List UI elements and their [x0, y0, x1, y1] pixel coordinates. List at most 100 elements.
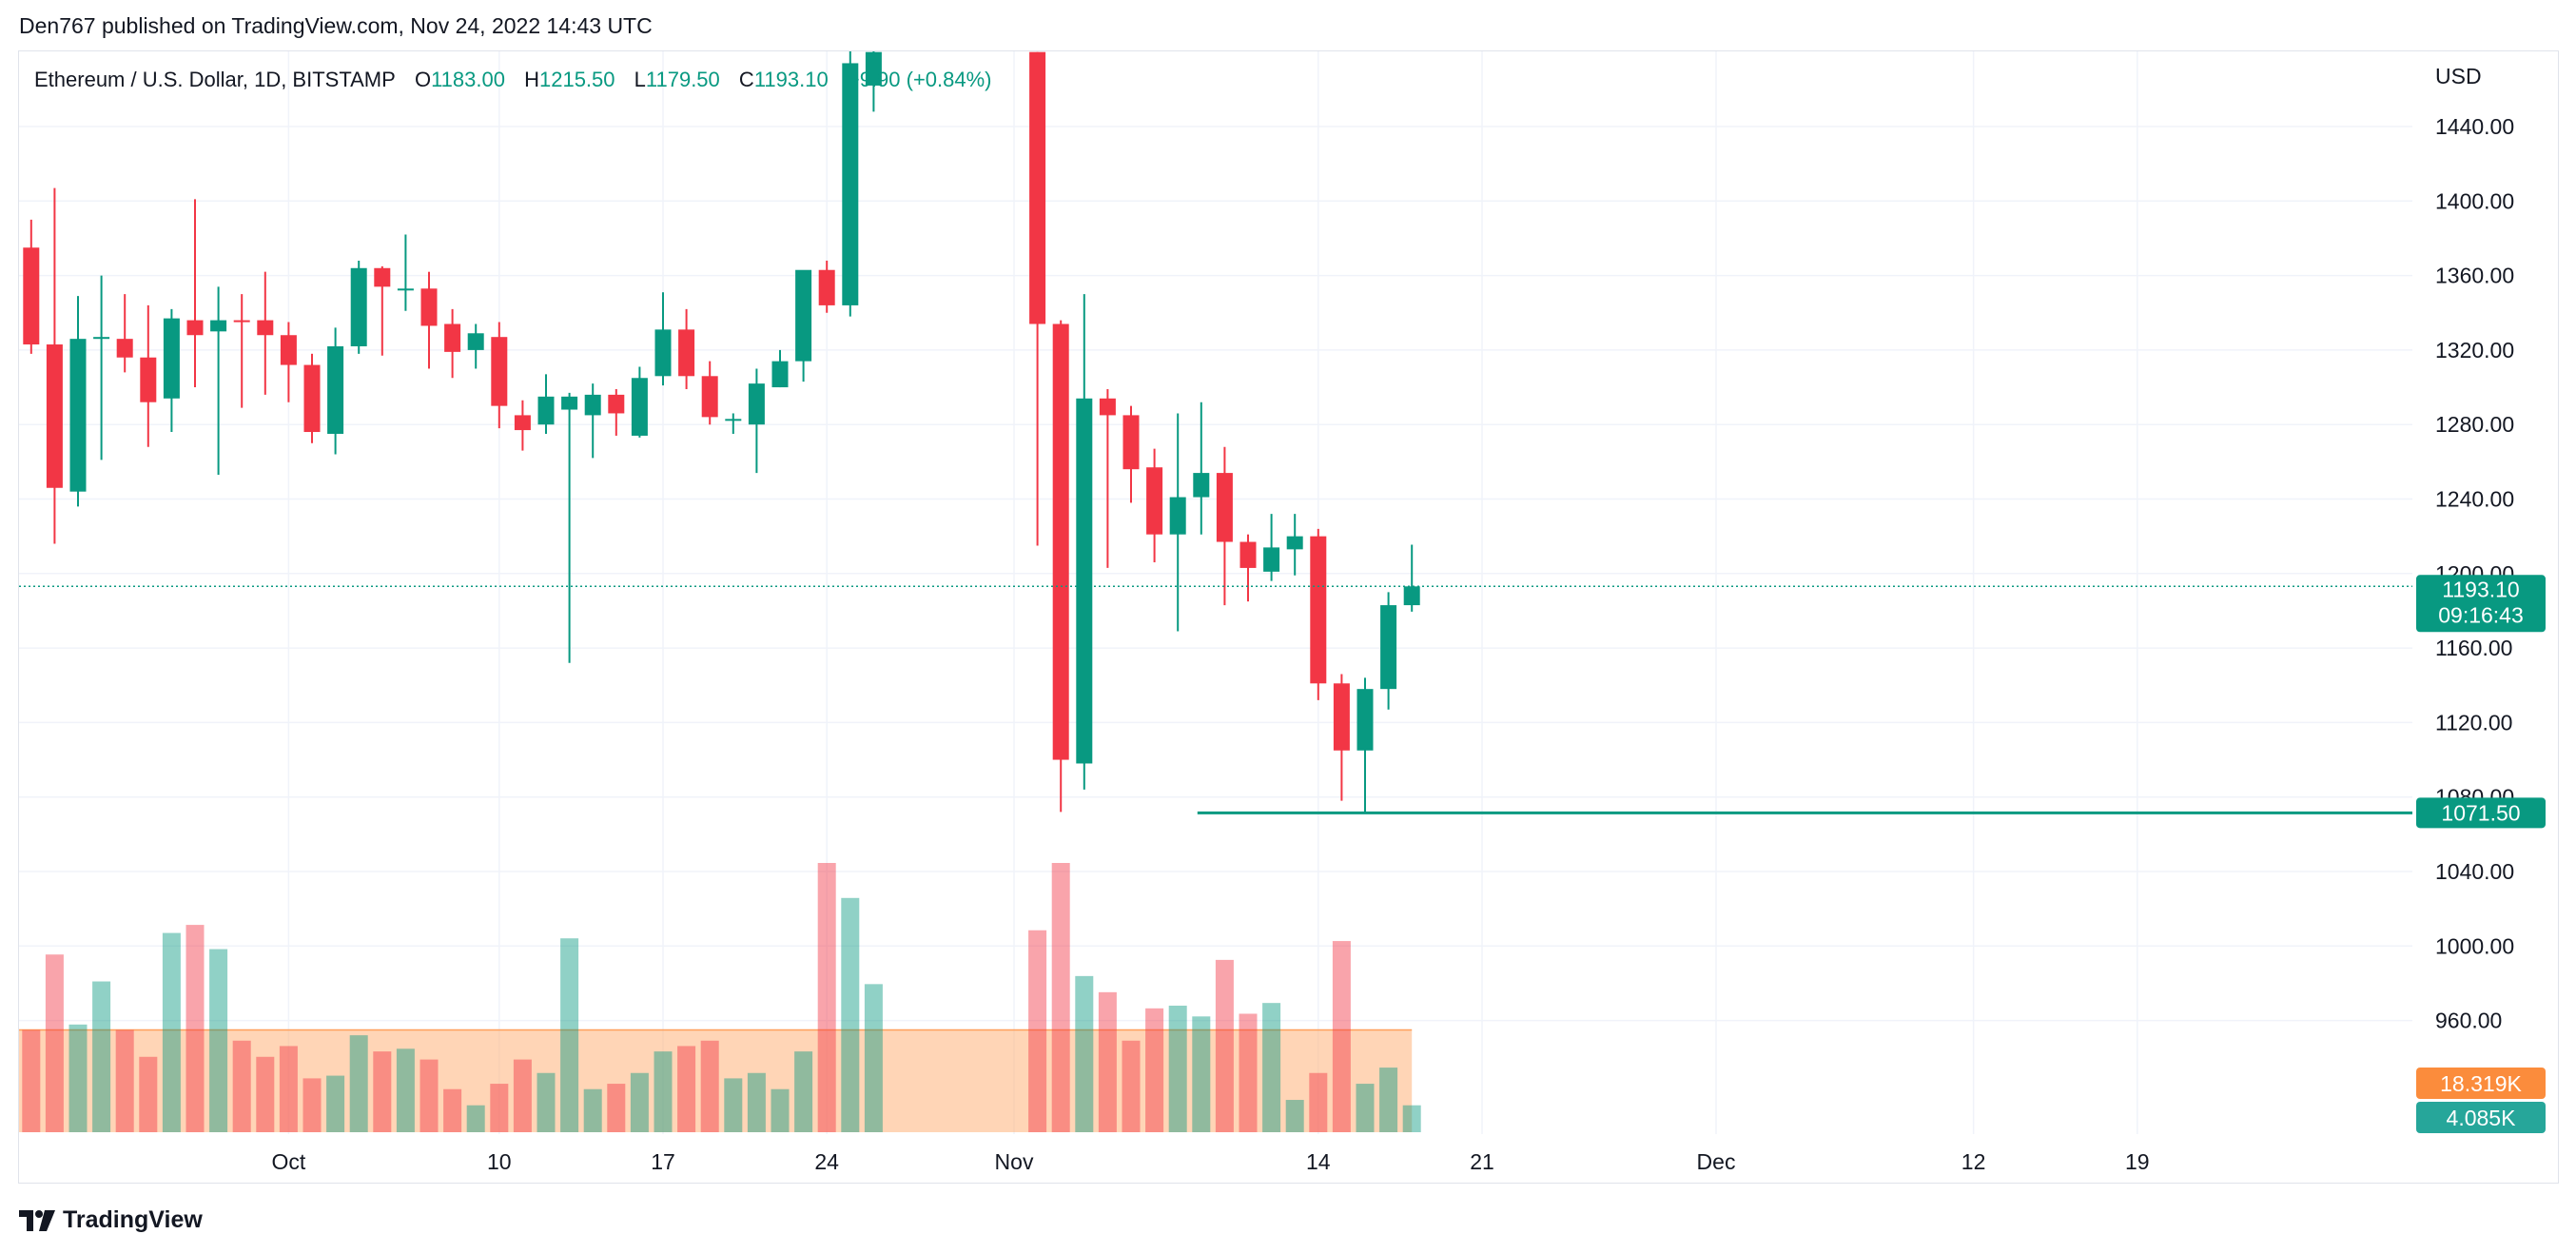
volume-bar [1356, 1084, 1375, 1132]
candle-body [1403, 586, 1420, 606]
candle-body [795, 269, 812, 362]
volume-bar [22, 1029, 41, 1132]
volume-bar [326, 1075, 345, 1132]
x-tick-label: Oct [272, 1149, 306, 1174]
high-label: H [524, 68, 539, 91]
volume-bar [1028, 930, 1047, 1132]
candle-body [748, 383, 765, 425]
y-tick-label: 1280.00 [2435, 412, 2514, 437]
tradingview-brand: TradingView [63, 1206, 203, 1233]
volume-bar [1122, 1040, 1141, 1132]
candle-body [561, 396, 578, 410]
candle-body [1333, 683, 1350, 751]
candle-body [1216, 473, 1233, 542]
candle-body [1099, 398, 1116, 416]
high-value: 1215.50 [538, 68, 615, 91]
x-tick-label: Dec [1697, 1149, 1736, 1174]
volume-bar [232, 1040, 251, 1132]
candle-body [1356, 689, 1374, 751]
volume-bar [1145, 1008, 1164, 1132]
close-value: 1193.10 [753, 68, 829, 91]
y-tick-label: 1360.00 [2435, 264, 2514, 288]
candle-body [444, 323, 461, 352]
volume-bar [45, 954, 64, 1132]
chart-frame [18, 50, 2559, 1184]
candle-body [608, 394, 625, 414]
volume-bar [1262, 1003, 1281, 1132]
candle-body [1076, 398, 1093, 764]
volume-ma-value-text: 18.319K [2440, 1071, 2522, 1096]
last-price-badge [2416, 575, 2546, 633]
candle-body [69, 339, 87, 492]
candle-body [23, 247, 40, 345]
candle-body [1122, 415, 1140, 470]
y-tick-label: 1040.00 [2435, 859, 2514, 884]
volume-value-text: 4.085K [2447, 1106, 2517, 1130]
volume-bar [537, 1072, 556, 1132]
candle-body [46, 344, 63, 488]
volume-bar [724, 1078, 743, 1132]
volume-bar [1075, 975, 1094, 1132]
volume-bar [747, 1072, 766, 1132]
x-tick-label: 17 [651, 1149, 675, 1174]
candle-body [631, 378, 648, 436]
volume-bar [771, 1088, 790, 1132]
volume-bar [1309, 1072, 1328, 1132]
candle-body [725, 419, 742, 421]
close-label: C [738, 68, 754, 91]
candle-body [1286, 536, 1303, 550]
change-value: +9.90 (+0.84%) [847, 68, 992, 91]
volume-bar [1379, 1068, 1398, 1132]
symbol-name[interactable]: Ethereum / U.S. Dollar, 1D, BITSTAMP [34, 68, 396, 91]
candle-body [842, 63, 859, 305]
candle-body [397, 288, 414, 291]
candle-body [210, 320, 227, 332]
volume-bar [115, 1029, 134, 1132]
volume-bar [396, 1048, 415, 1132]
candle-body [491, 337, 508, 406]
volume-bar [139, 1056, 158, 1132]
x-tick-label: 24 [814, 1149, 839, 1174]
tradingview-logo-icon [19, 1209, 55, 1231]
volume-ma-area [19, 1029, 1413, 1132]
volume-bar [1285, 1100, 1304, 1132]
open-value: 1183.00 [431, 68, 505, 91]
plot-area [19, 51, 1421, 1132]
support-price-badge [2416, 797, 2546, 829]
symbol-legend: Ethereum / U.S. Dollar, 1D, BITSTAMP O11… [34, 68, 992, 92]
x-tick-label: 10 [487, 1149, 512, 1174]
volume-bar [513, 1059, 532, 1132]
candle-body [420, 288, 438, 326]
volume-bar [68, 1024, 88, 1132]
volume-bar [1168, 1005, 1187, 1132]
candle-body [163, 318, 180, 399]
y-tick-label: 1440.00 [2435, 114, 2514, 139]
y-tick-label: 1120.00 [2435, 710, 2512, 735]
candle-body [93, 337, 110, 340]
candle-body [654, 329, 672, 377]
candle-body [140, 357, 157, 402]
currency-label: USD [2435, 64, 2482, 88]
volume-bar [1332, 941, 1351, 1132]
volume-bar [302, 1078, 322, 1132]
candle-body [280, 335, 297, 365]
tradingview-footer[interactable]: TradingView [19, 1206, 203, 1234]
volume-bar [654, 1051, 673, 1132]
volume-bar [1215, 959, 1234, 1132]
volume-bar [256, 1056, 275, 1132]
candle-body [116, 339, 133, 358]
candle-body [257, 320, 274, 336]
candle-body [1380, 605, 1397, 690]
volume-bar [420, 1059, 439, 1132]
volume-bar [583, 1088, 602, 1132]
candle-body [818, 269, 835, 305]
y-tick-label: 960.00 [2435, 1009, 2502, 1033]
candle-body [1052, 323, 1069, 760]
volume-bar [864, 984, 883, 1132]
volume-bar [1051, 863, 1070, 1132]
volume-bar [817, 863, 836, 1132]
volume-bar [279, 1046, 298, 1132]
candle-body [537, 396, 555, 425]
candle-body [701, 376, 718, 418]
